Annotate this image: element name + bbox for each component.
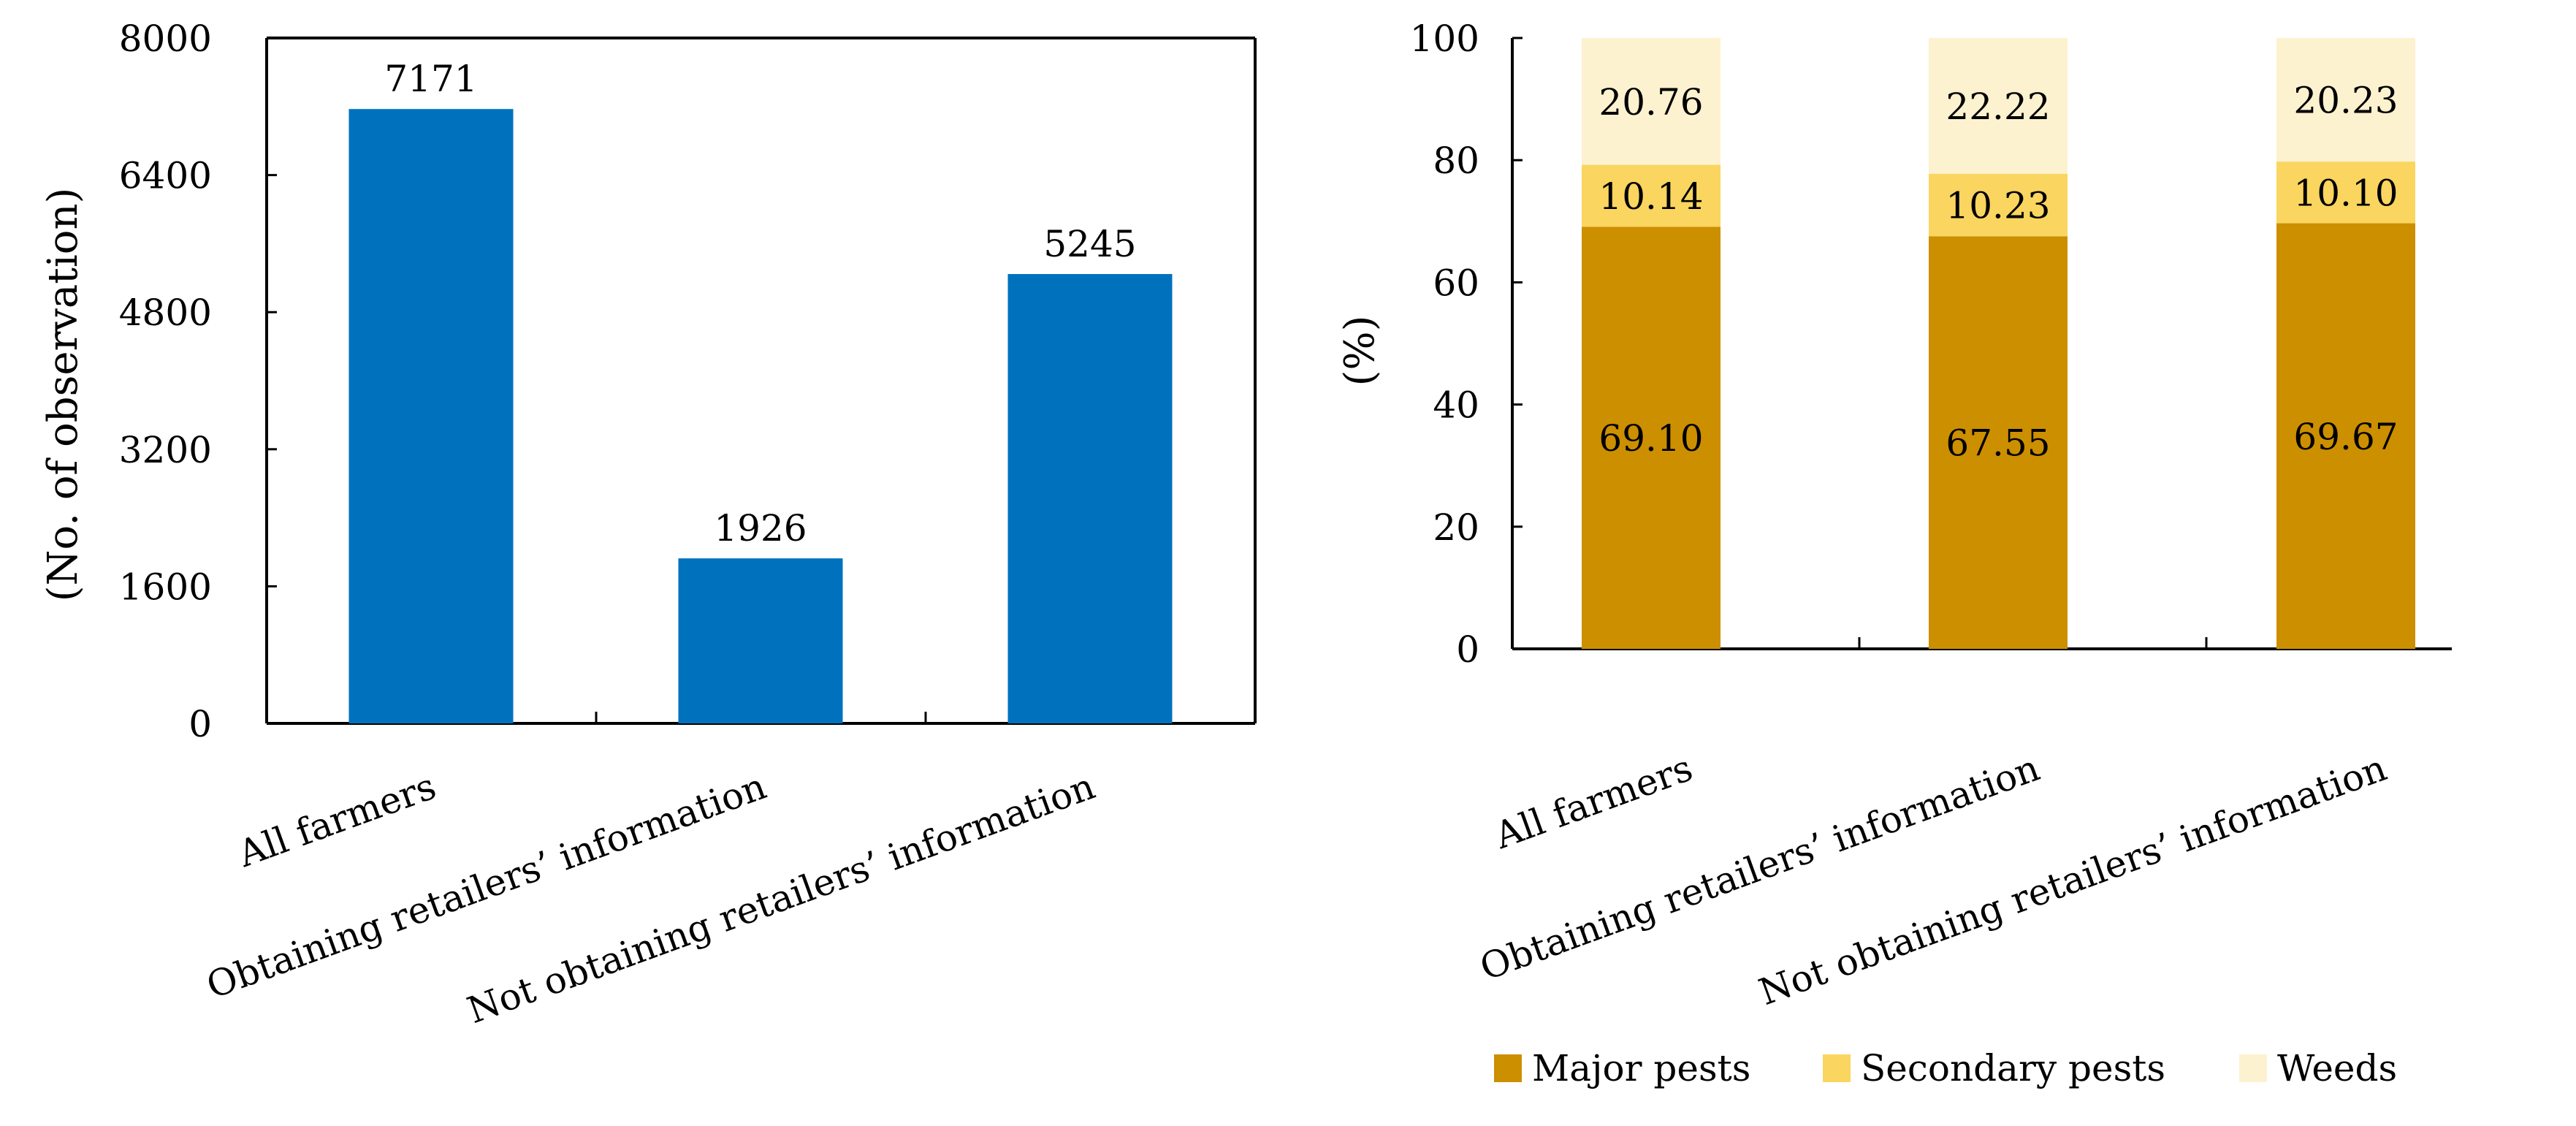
right-bar-not-obtaining-retailers-information-secondary-pests xyxy=(2276,161,2415,224)
left-y-tick-label: 0 xyxy=(188,703,212,745)
right-bar-obtaining-retailers-information-weeds xyxy=(1929,38,2068,174)
left-y-axis-title: (No. of observation) xyxy=(39,188,87,602)
left-y-tick-label: 8000 xyxy=(119,18,212,60)
right-data-label: 67.55 xyxy=(1946,422,2050,465)
right-bar-obtaining-retailers-information-secondary-pests xyxy=(1929,173,2068,237)
legend-label-major-pests: Major pests xyxy=(1532,1047,1750,1089)
right-y-axis-title: (%) xyxy=(1336,316,1384,387)
legend-label-secondary-pests: Secondary pests xyxy=(1861,1047,2165,1089)
right-bar-all-farmers-weeds xyxy=(1582,38,1720,165)
right-y-tick-label: 60 xyxy=(1433,262,1479,304)
right-bar-all-farmers-major-pests xyxy=(1582,227,1720,650)
legend-label-weeds: Weeds xyxy=(2277,1047,2397,1089)
right-y-tick-label: 40 xyxy=(1433,384,1479,427)
right-y-tick-label: 20 xyxy=(1433,506,1479,549)
left-bar-all-farmers xyxy=(348,109,514,723)
left-bar-obtaining-retailers-information xyxy=(678,558,843,723)
left-category-label: Obtaining retailers’ information xyxy=(201,765,771,1007)
left-category-label: All farmers xyxy=(232,765,441,876)
legend-swatch-major-pests xyxy=(1494,1054,1522,1082)
right-data-label: 69.10 xyxy=(1598,417,1703,460)
chart-right-percent-stacked: 0 20 40 60 80 100 69.10 10.14 20.76 67.55 10.23 22.… xyxy=(1336,18,2452,1013)
right-category-label: All farmers xyxy=(1489,747,1698,858)
left-data-label: 5245 xyxy=(1043,223,1136,265)
left-y-tick-label: 3200 xyxy=(119,429,212,471)
right-bar-not-obtaining-retailers-information-major-pests xyxy=(2276,223,2415,649)
right-category-label: Not obtaining retailers’ information xyxy=(1753,747,2392,1013)
right-y-tick-label: 80 xyxy=(1433,140,1479,182)
left-data-label: 1926 xyxy=(714,507,807,549)
right-data-label: 20.23 xyxy=(2293,80,2398,122)
right-y-tick-label: 100 xyxy=(1410,18,1479,60)
left-y-tick-label: 4800 xyxy=(119,292,212,334)
right-data-label: 69.67 xyxy=(2293,416,2398,458)
legend-swatch-secondary-pests xyxy=(1823,1054,1851,1082)
chart-left-observations: 0 1600 3200 4800 6400 8000 7171 1926 5245 All far… xyxy=(39,18,1257,1032)
right-data-label: 10.23 xyxy=(1946,185,2050,227)
right-data-label: 10.10 xyxy=(2293,172,2398,214)
legend-swatch-weeds xyxy=(2239,1054,2267,1082)
left-y-tick-label: 1600 xyxy=(119,566,212,608)
right-bar-obtaining-retailers-information-major-pests xyxy=(1929,236,2068,650)
right-bar-not-obtaining-retailers-information-weeds xyxy=(2276,38,2415,162)
right-data-label: 20.76 xyxy=(1598,81,1703,123)
left-y-tick-label: 6400 xyxy=(119,155,212,197)
left-bar-not-obtaining-retailers-information xyxy=(1007,274,1173,723)
right-y-tick-label: 0 xyxy=(1456,628,1479,671)
left-category-label: Not obtaining retailers’ information xyxy=(462,765,1100,1032)
right-data-label: 10.14 xyxy=(1598,175,1703,218)
right-data-label: 22.22 xyxy=(1946,85,2050,128)
right-bar-all-farmers-secondary-pests xyxy=(1582,164,1720,227)
right-category-label: Obtaining retailers’ information xyxy=(1474,747,2045,989)
legend: Major pests Secondary pests Weeds xyxy=(1494,1047,2397,1089)
left-data-label: 7171 xyxy=(384,58,477,100)
